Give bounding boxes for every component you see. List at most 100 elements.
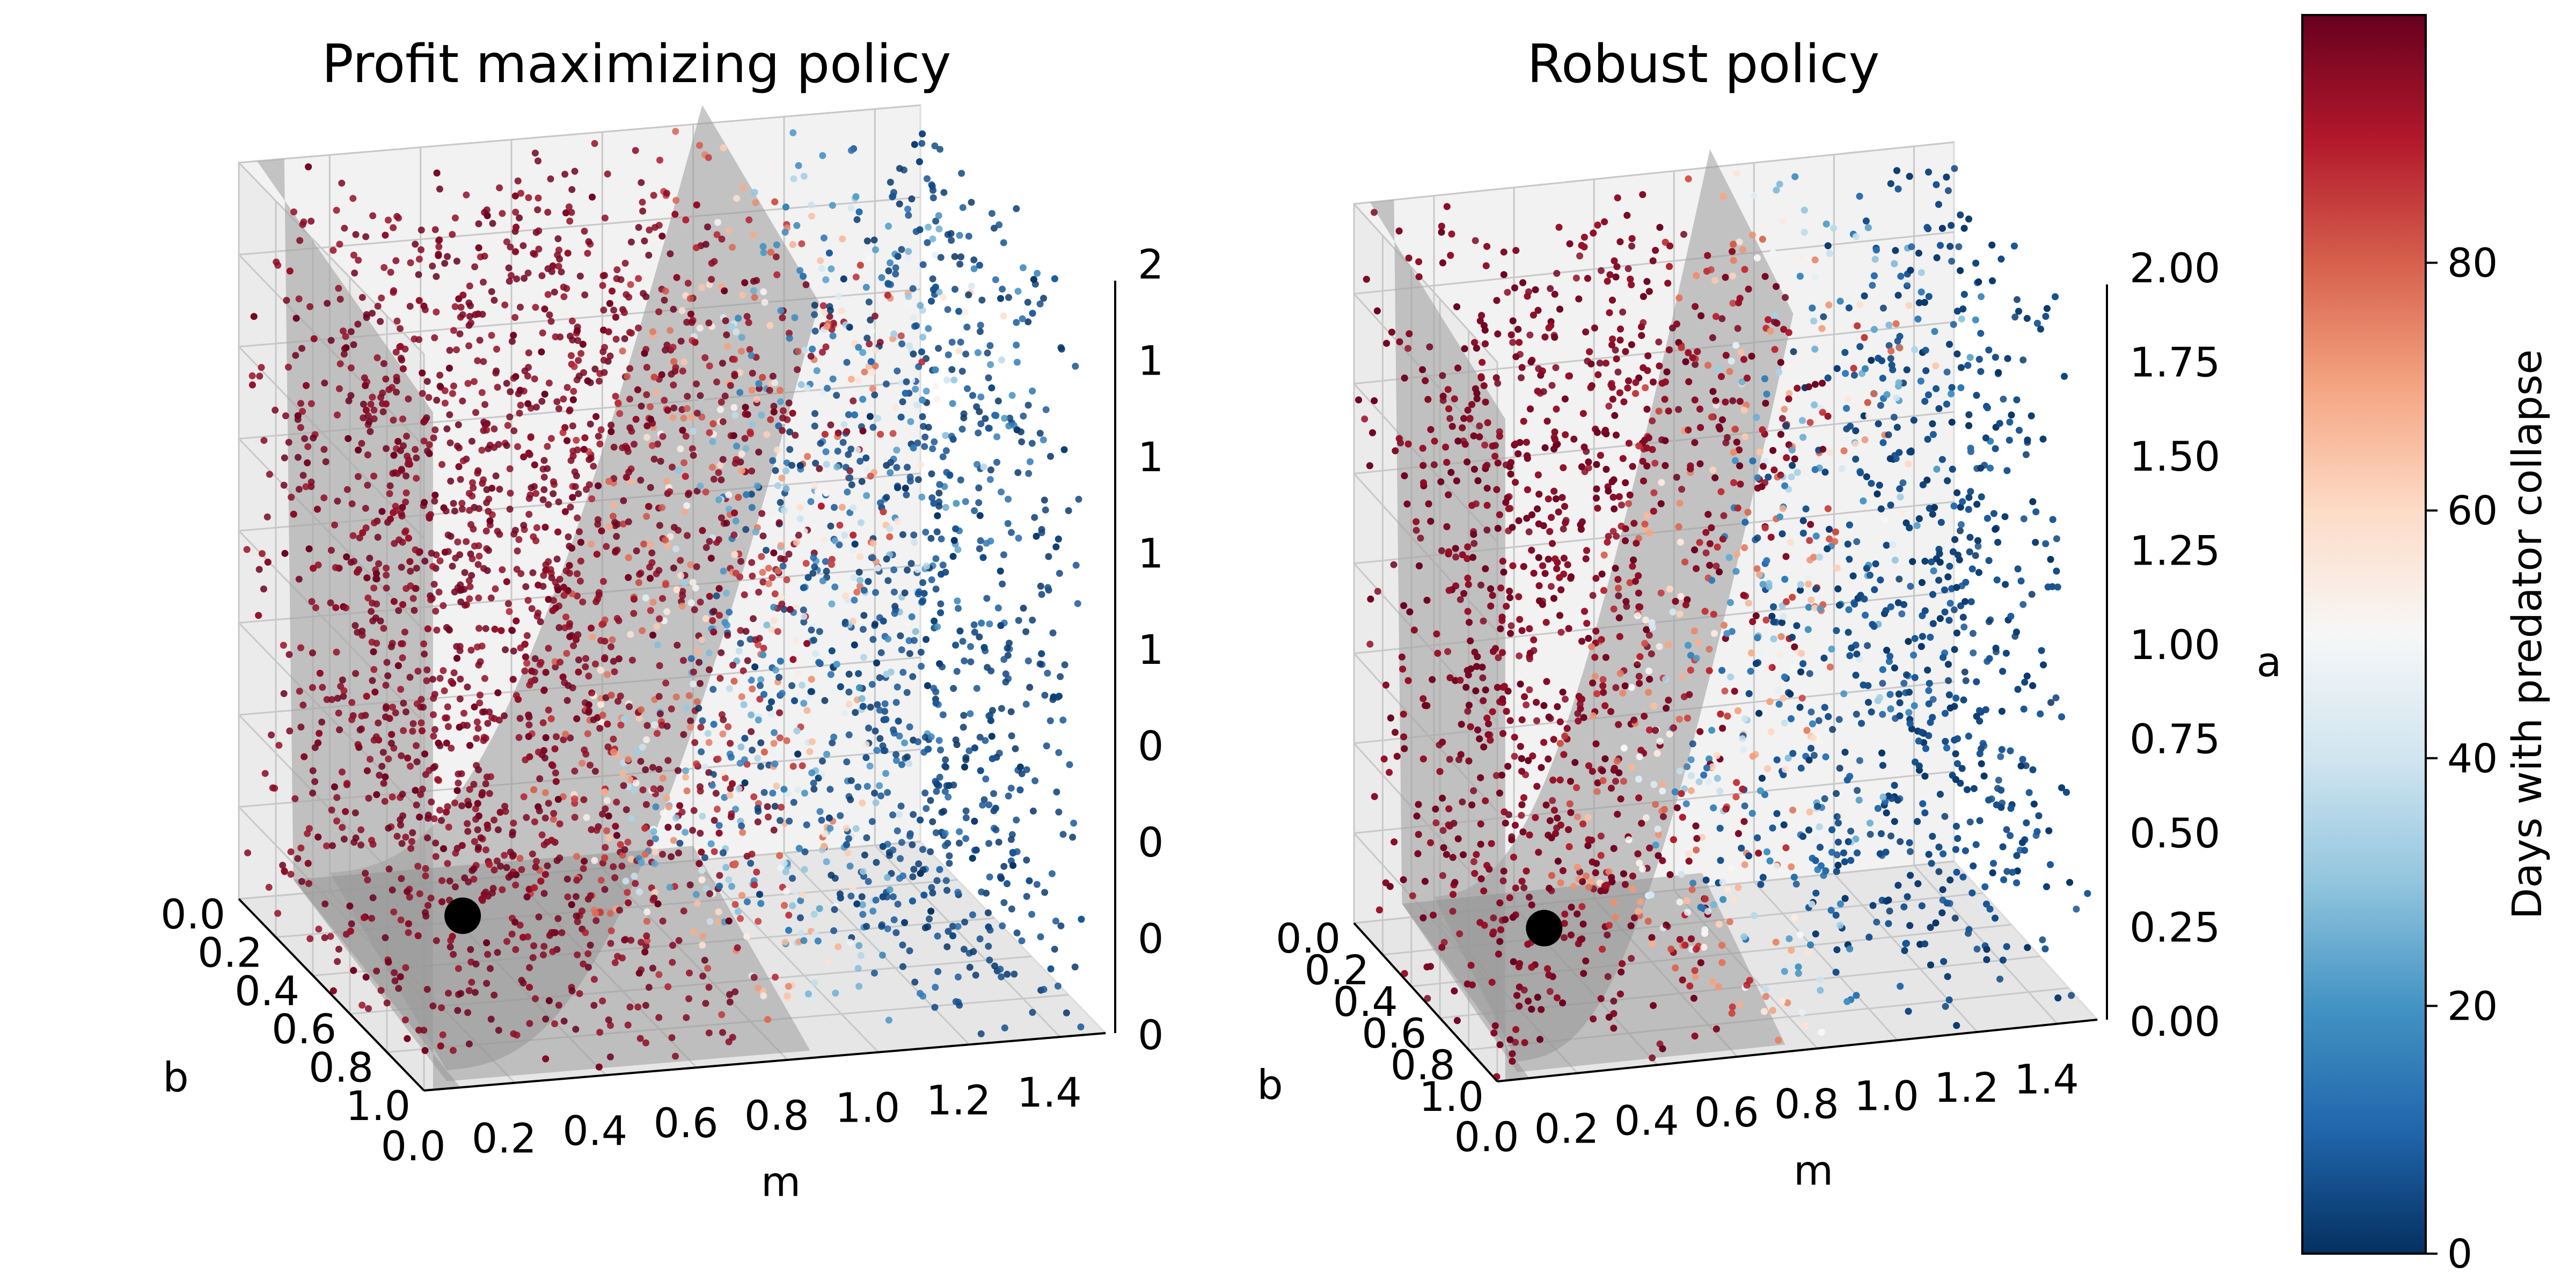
data-point	[801, 347, 808, 354]
data-point	[894, 901, 902, 908]
data-point	[742, 445, 750, 452]
data-point	[587, 455, 595, 462]
data-point	[795, 531, 802, 539]
data-point	[355, 447, 362, 454]
data-point	[670, 404, 678, 412]
data-point	[372, 570, 380, 577]
data-point	[535, 609, 541, 617]
data-point	[895, 718, 902, 725]
data-point	[641, 824, 648, 832]
data-point	[922, 529, 930, 536]
data-point	[413, 454, 420, 462]
data-point	[861, 851, 868, 859]
data-point	[390, 451, 398, 459]
data-point	[520, 793, 528, 801]
data-point	[377, 318, 384, 325]
data-point	[458, 506, 466, 513]
data-point	[1024, 318, 1032, 326]
data-point	[626, 1003, 634, 1011]
data-point	[552, 778, 560, 785]
data-point	[960, 723, 967, 731]
data-point	[394, 438, 402, 445]
data-point	[987, 466, 994, 474]
data-point	[690, 807, 698, 814]
data-point	[684, 393, 691, 400]
data-point	[752, 199, 759, 206]
data-point	[291, 795, 299, 802]
data-point	[497, 862, 504, 870]
data-point	[438, 461, 445, 468]
data-point	[928, 884, 935, 891]
data-point	[511, 314, 519, 321]
data-point	[688, 319, 696, 326]
data-point	[857, 519, 865, 526]
data-point	[450, 669, 458, 677]
data-point	[867, 316, 874, 324]
data-point	[794, 670, 801, 678]
data-point	[399, 601, 406, 608]
data-point	[828, 600, 836, 608]
data-point	[496, 809, 504, 816]
data-point	[824, 385, 831, 392]
data-point	[786, 428, 793, 436]
data-point	[645, 252, 653, 259]
marked-point	[444, 897, 481, 934]
data-point	[467, 302, 474, 310]
data-point	[576, 528, 583, 536]
data-point	[575, 357, 582, 364]
data-point	[935, 489, 943, 497]
data-point	[929, 235, 936, 243]
data-point	[1007, 785, 1015, 792]
data-point	[306, 303, 314, 310]
data-point	[1044, 669, 1051, 677]
data-point	[956, 260, 964, 268]
data-point	[971, 744, 978, 752]
data-point	[969, 392, 976, 399]
data-point	[732, 569, 740, 577]
data-point	[683, 787, 691, 795]
data-point	[349, 532, 357, 539]
data-point	[264, 559, 272, 566]
data-point	[415, 1026, 423, 1034]
data-point	[987, 667, 995, 675]
data-point	[367, 400, 375, 408]
data-point	[998, 356, 1005, 364]
data-point	[943, 943, 951, 950]
data-point	[305, 163, 312, 171]
data-point	[964, 385, 971, 392]
data-point	[709, 617, 716, 624]
data-point	[755, 984, 762, 992]
data-point	[1041, 496, 1048, 504]
data-point	[551, 288, 558, 296]
data-point	[687, 717, 694, 724]
data-point	[625, 294, 633, 301]
data-point	[540, 841, 548, 848]
data-point	[918, 663, 925, 670]
data-point	[343, 780, 351, 787]
data-point	[402, 472, 410, 480]
data-point	[1042, 406, 1050, 413]
data-point	[808, 626, 815, 634]
data-point	[380, 360, 387, 367]
data-point	[979, 801, 986, 809]
data-point	[923, 562, 930, 570]
data-point	[624, 889, 631, 896]
data-point	[675, 767, 682, 774]
data-point	[719, 730, 727, 738]
data-point	[535, 245, 543, 253]
data-point	[954, 974, 962, 980]
data-point	[428, 798, 435, 806]
data-point	[525, 711, 532, 719]
data-point	[619, 520, 627, 528]
data-point	[625, 899, 632, 906]
data-point	[937, 609, 945, 617]
data-point	[687, 414, 695, 421]
data-point	[333, 648, 340, 656]
data-point	[780, 860, 788, 867]
data-point	[756, 385, 763, 392]
data-point	[710, 475, 718, 483]
data-point	[369, 894, 377, 902]
data-point	[921, 924, 929, 932]
data-point	[761, 298, 769, 306]
data-point	[855, 568, 863, 576]
